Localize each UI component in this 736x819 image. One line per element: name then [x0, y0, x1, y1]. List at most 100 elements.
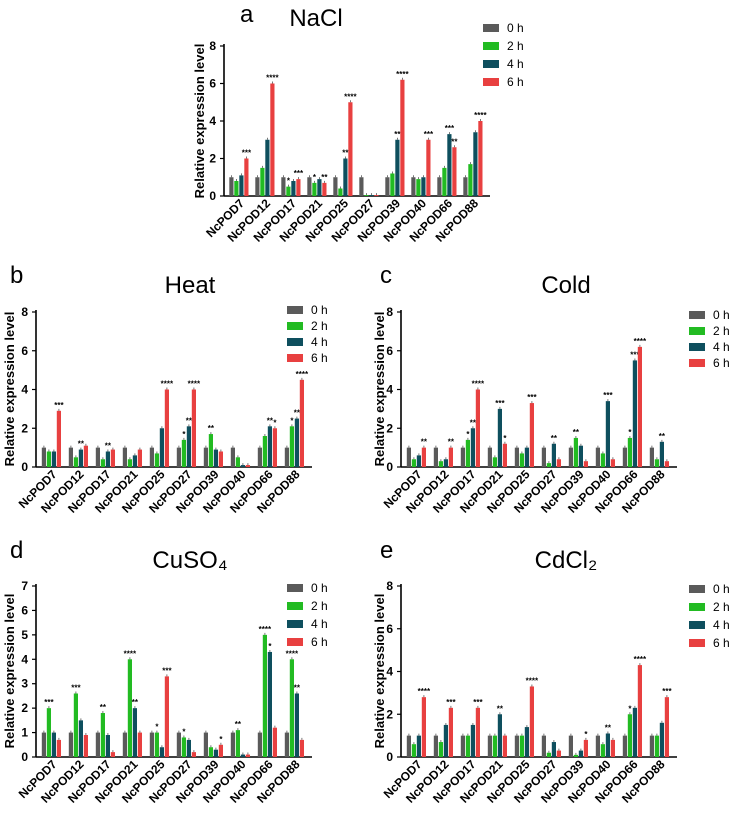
- significance-label: ****: [344, 92, 357, 101]
- bar-ncpod25-0h: [514, 447, 519, 467]
- significance-label: ***: [662, 687, 672, 696]
- significance-label: *: [466, 430, 470, 439]
- legend-swatch: [689, 359, 705, 367]
- significance-label: ****: [472, 380, 485, 389]
- bar-ncpod40-6h: [610, 459, 615, 467]
- significance-label: ***: [603, 391, 613, 400]
- bar-ncpod17-6h: [296, 179, 301, 196]
- bar-ncpod39-4h: [213, 749, 218, 757]
- y-tick-label: 2: [386, 421, 393, 435]
- bar-ncpod40-0h: [595, 447, 600, 467]
- significance-label: **: [235, 720, 242, 729]
- bar-ncpod21-6h: [502, 443, 507, 467]
- bar-ncpod7-4h: [416, 455, 421, 467]
- legend-swatch: [689, 603, 705, 611]
- bar-ncpod21-0h: [122, 732, 127, 757]
- bar-ncpod40-2h: [235, 730, 240, 757]
- bar-ncpod17-2h: [465, 439, 470, 467]
- bar-ncpod27-6h: [374, 195, 379, 196]
- significance-label: **: [394, 130, 401, 139]
- bar-ncpod17-6h: [475, 389, 480, 467]
- bar-ncpod27-2h: [546, 752, 551, 757]
- bar-ncpod21-6h: [322, 182, 327, 196]
- significance-label: ****: [259, 625, 272, 634]
- bar-ncpod21-4h: [497, 714, 502, 757]
- bar-ncpod39-6h: [583, 461, 588, 467]
- bar-ncpod40-4h: [240, 465, 245, 467]
- y-tick-label: 6: [386, 622, 393, 636]
- y-axis-label: Relative expression level: [372, 312, 387, 467]
- legend-label: 0 h: [311, 581, 328, 595]
- panel-title: CdCl₂: [535, 547, 598, 574]
- bar-ncpod21-0h: [487, 735, 492, 757]
- bar-ncpod27-0h: [541, 447, 546, 467]
- bar-ncpod66-6h: [637, 346, 642, 467]
- y-tick-label: 3: [21, 677, 28, 691]
- y-axis-label: Relative expression level: [2, 312, 17, 467]
- bar-ncpod17-4h: [291, 181, 296, 196]
- bar-ncpod7-2h: [411, 459, 416, 467]
- bar-ncpod7-4h: [416, 735, 421, 757]
- significance-label: **: [294, 409, 301, 418]
- bar-ncpod40-2h: [235, 457, 240, 467]
- bar-ncpod12-0h: [68, 732, 73, 757]
- bar-ncpod27-0h: [541, 735, 546, 757]
- bar-ncpod40-4h: [240, 754, 245, 757]
- y-tick-label: 7: [21, 579, 28, 593]
- bar-ncpod25-6h: [529, 403, 534, 467]
- y-tick-label: 6: [21, 344, 28, 358]
- bar-ncpod17-4h: [470, 724, 475, 757]
- bar-ncpod27-6h: [191, 389, 196, 467]
- bar-ncpod7-6h: [421, 447, 426, 467]
- bar-ncpod25-6h: [529, 686, 534, 757]
- bar-ncpod66-2h: [627, 714, 632, 757]
- significance-label: ***: [71, 683, 81, 692]
- panel-d: d CuSO₄ Relative expression level 0 1 2 3 4 5 6 7 *…: [2, 537, 328, 806]
- bar-ncpod88-2h: [289, 659, 294, 757]
- y-axis-label: Relative expression level: [2, 594, 17, 749]
- bar-ncpod25-2h: [154, 453, 159, 467]
- bar-ncpod66-2h: [262, 634, 267, 757]
- y-tick-label: 5: [21, 628, 28, 642]
- bar-ncpod88-0h: [284, 447, 289, 467]
- bar-ncpod40-4h: [605, 401, 610, 467]
- y-tick-label: 4: [21, 383, 28, 397]
- bar-ncpod12-2h: [260, 167, 265, 196]
- bar-ncpod7-0h: [406, 447, 411, 467]
- significance-label: **: [659, 432, 666, 441]
- bar-ncpod21-2h: [492, 735, 497, 757]
- significance-label: **: [470, 418, 477, 427]
- bar-ncpod7-2h: [411, 744, 416, 757]
- significance-label: **: [132, 698, 139, 707]
- bar-ncpod12-4h: [443, 459, 448, 467]
- bar-ncpod39-6h: [218, 451, 223, 467]
- bar-ncpod66-0h: [437, 177, 442, 196]
- bar-ncpod12-2h: [73, 457, 78, 467]
- bar-ncpod25-2h: [519, 453, 524, 467]
- significance-label: ***: [446, 698, 456, 707]
- legend-swatch: [287, 306, 303, 314]
- bar-ncpod25-0h: [149, 447, 154, 467]
- legend-label: 6 h: [713, 356, 730, 370]
- bar-ncpod12-4h: [265, 139, 270, 196]
- bar-ncpod17-0h: [460, 447, 465, 467]
- bar-ncpod66-6h: [637, 665, 642, 757]
- significance-label: ***: [527, 393, 537, 402]
- bar-ncpod39-0h: [568, 447, 573, 467]
- bar-ncpod21-6h: [137, 449, 142, 467]
- bar-ncpod27-4h: [186, 739, 191, 757]
- significance-label: ****: [188, 380, 201, 389]
- bar-ncpod7-6h: [56, 410, 61, 467]
- y-tick-label: 8: [386, 579, 393, 593]
- bar-ncpod21-2h: [492, 457, 497, 467]
- y-tick-label: 1: [21, 726, 28, 740]
- significance-label: **: [294, 683, 301, 692]
- panel-letter: e: [380, 537, 393, 564]
- legend-label: 0 h: [713, 582, 730, 596]
- bar-ncpod40-2h: [600, 744, 605, 757]
- bar-ncpod39-6h: [218, 744, 223, 757]
- bar-ncpod39-2h: [208, 747, 213, 757]
- legend-label: 2 h: [507, 39, 524, 53]
- significance-label: **: [208, 424, 215, 433]
- legend-swatch: [483, 60, 499, 68]
